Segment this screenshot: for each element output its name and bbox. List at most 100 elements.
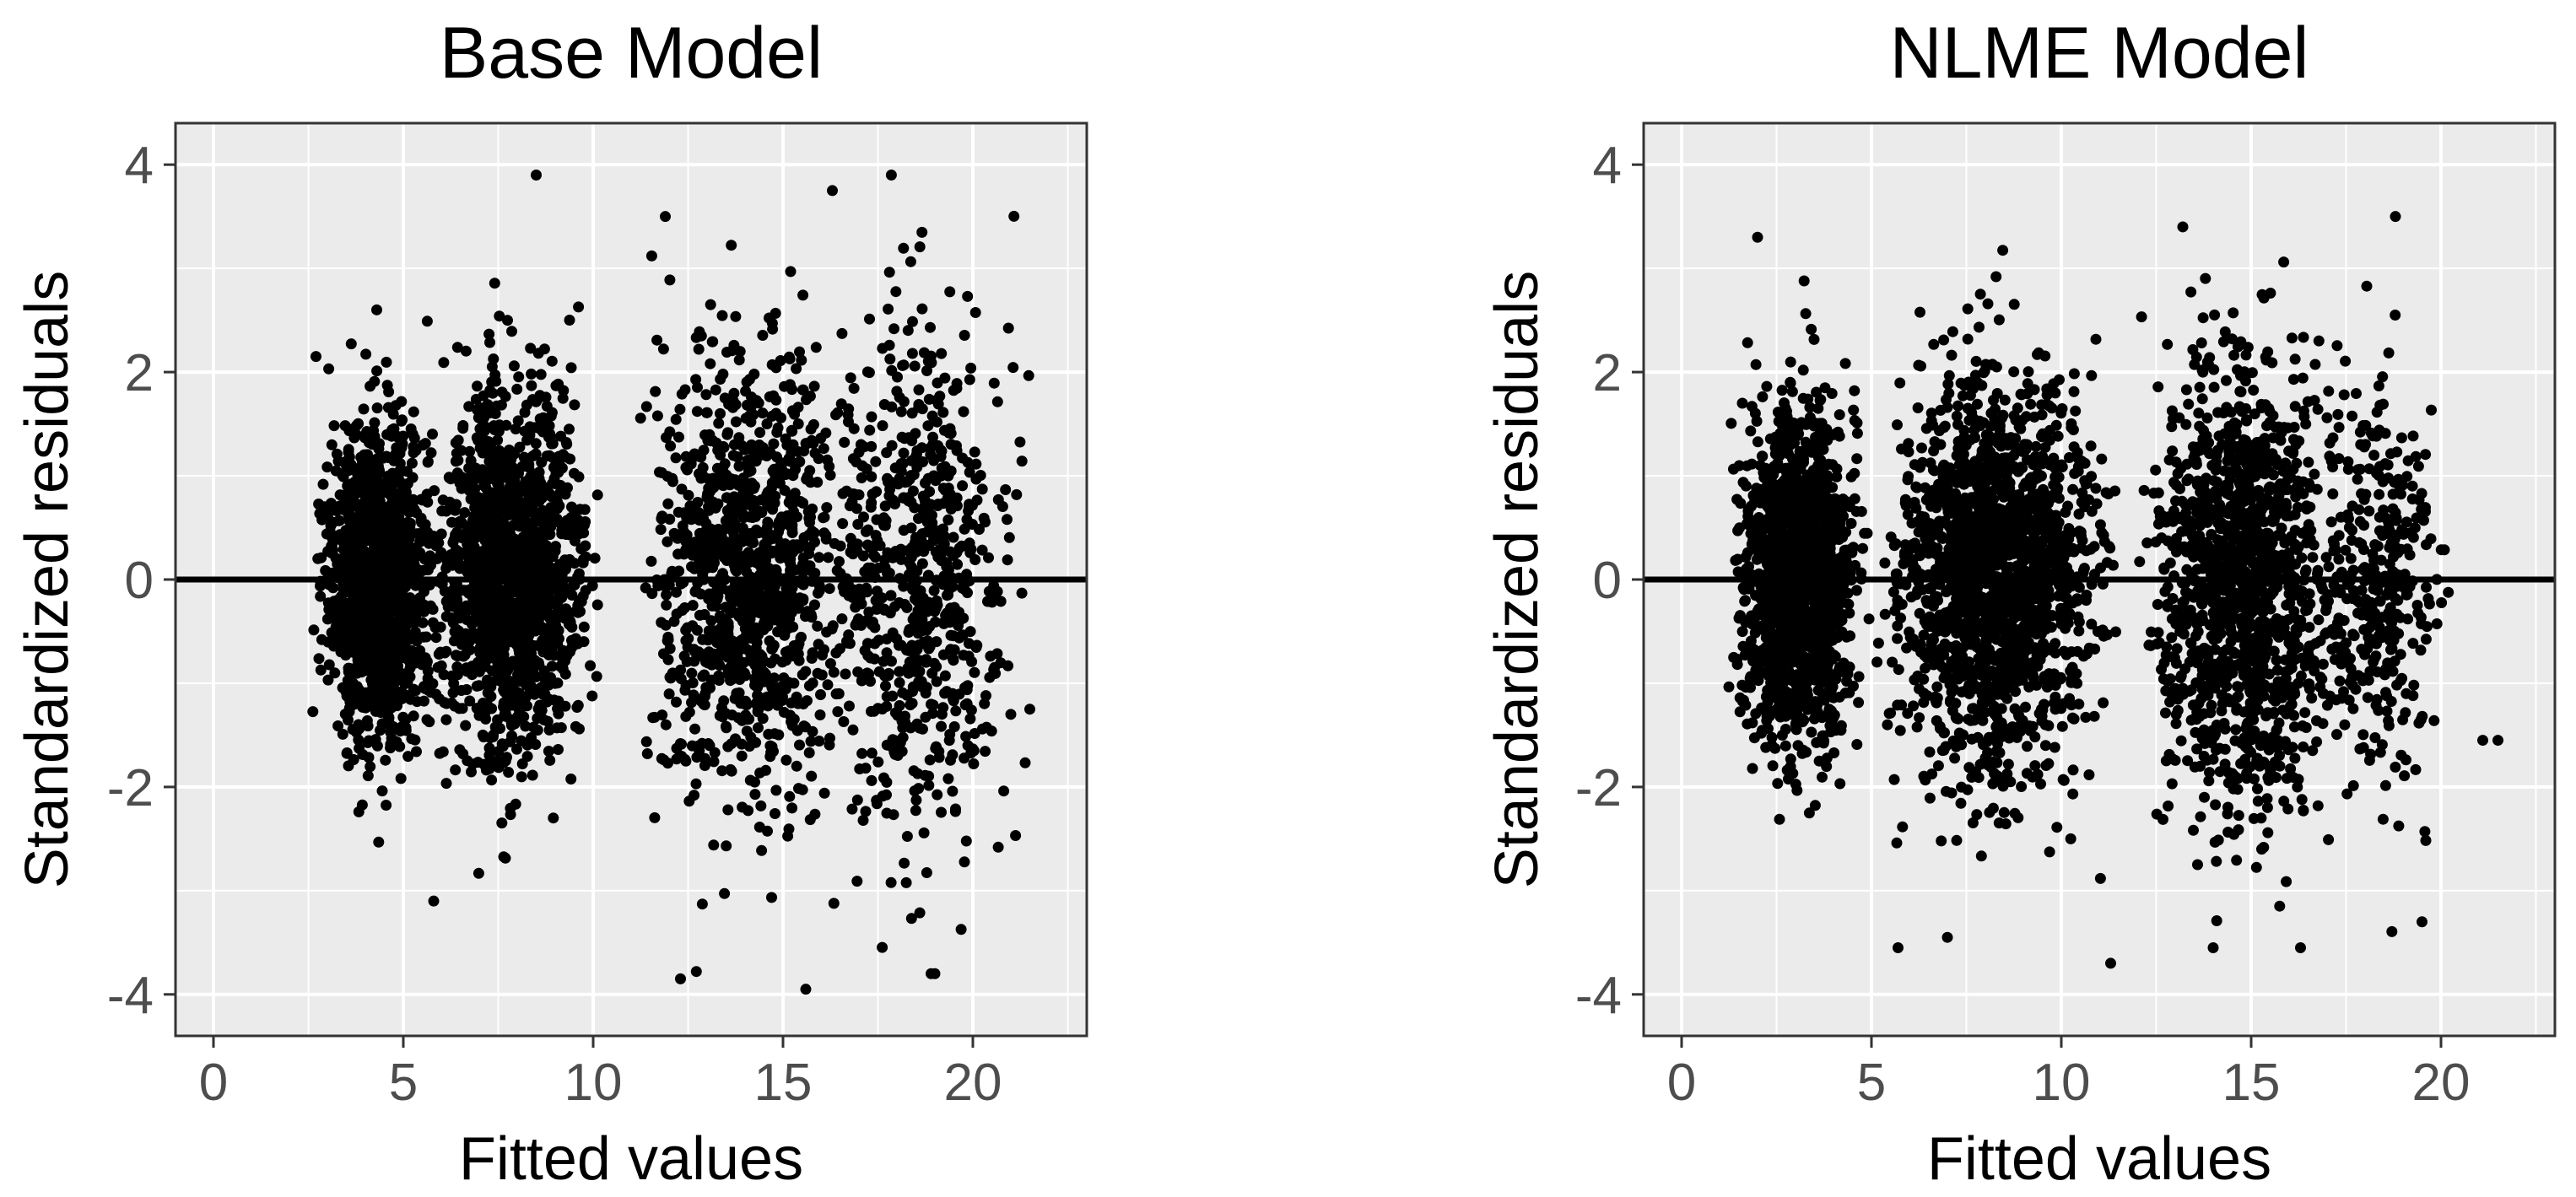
- data-point: [797, 784, 808, 795]
- data-point: [516, 735, 527, 747]
- data-point: [942, 514, 954, 526]
- data-point: [359, 499, 370, 510]
- data-point: [381, 800, 392, 811]
- data-point: [905, 496, 917, 508]
- data-point: [525, 488, 537, 500]
- data-point: [484, 337, 495, 348]
- data-point: [952, 611, 964, 623]
- data-point: [916, 403, 928, 415]
- data-point: [889, 601, 900, 612]
- data-point: [509, 448, 520, 460]
- data-point: [569, 399, 581, 411]
- data-point: [326, 501, 337, 513]
- data-point: [557, 392, 569, 404]
- data-point: [690, 374, 702, 386]
- data-point: [992, 841, 1004, 853]
- data-point: [447, 687, 459, 698]
- data-point: [907, 584, 919, 596]
- data-point: [694, 468, 705, 480]
- data-point: [408, 441, 419, 453]
- data-point: [551, 632, 563, 644]
- data-point: [434, 693, 446, 704]
- data-point: [483, 328, 495, 340]
- data-point: [467, 669, 478, 681]
- data-point: [800, 611, 811, 623]
- data-point: [731, 687, 743, 699]
- data-point: [484, 599, 496, 610]
- data-point: [960, 835, 972, 847]
- data-point: [916, 226, 928, 238]
- data-point: [852, 519, 864, 530]
- data-point: [359, 535, 371, 547]
- data-point: [561, 650, 573, 661]
- data-point: [780, 655, 792, 666]
- data-point: [914, 666, 926, 677]
- data-point: [462, 563, 473, 575]
- data-point: [950, 705, 962, 717]
- data-point: [909, 360, 921, 372]
- data-point: [818, 787, 830, 799]
- data-point: [382, 606, 394, 617]
- data-point: [788, 640, 800, 651]
- data-point: [733, 644, 745, 656]
- data-point: [951, 382, 963, 394]
- data-point: [362, 770, 374, 782]
- data-point: [935, 444, 947, 456]
- data-point: [764, 599, 775, 610]
- data-point: [361, 714, 373, 726]
- data-point: [850, 601, 861, 613]
- data-point: [800, 984, 812, 995]
- data-point: [362, 449, 373, 461]
- data-point: [440, 505, 452, 517]
- data-point: [1797, 364, 1809, 376]
- data-point: [713, 675, 725, 686]
- data-point: [425, 447, 437, 459]
- data-point: [392, 633, 404, 644]
- data-point: [477, 510, 489, 522]
- data-point: [503, 590, 515, 601]
- data-point: [664, 274, 676, 286]
- data-point: [553, 744, 564, 755]
- data-point: [405, 504, 417, 516]
- data-point: [566, 642, 578, 654]
- data-point: [379, 504, 391, 515]
- data-point: [910, 805, 921, 817]
- data-point: [944, 423, 956, 434]
- data-point: [371, 402, 383, 414]
- data-point: [696, 898, 708, 910]
- data-point: [386, 430, 397, 442]
- data-point: [345, 459, 357, 471]
- data-point: [784, 379, 796, 391]
- data-point: [974, 524, 985, 535]
- data-point: [991, 585, 1003, 597]
- data-point: [546, 355, 558, 367]
- data-point: [470, 393, 482, 405]
- data-point: [470, 661, 481, 672]
- data-point: [913, 384, 925, 396]
- data-point: [881, 789, 892, 801]
- data-point: [545, 619, 557, 631]
- data-point: [770, 808, 780, 819]
- data-point: [453, 609, 465, 621]
- data-point: [400, 722, 412, 734]
- data-point: [580, 540, 591, 552]
- data-point: [854, 763, 866, 774]
- data-point: [964, 466, 975, 478]
- data-point: [907, 485, 919, 497]
- data-point: [688, 451, 699, 463]
- data-point: [967, 743, 979, 755]
- data-point: [965, 362, 977, 374]
- data-point: [559, 700, 571, 712]
- data-point: [421, 315, 433, 327]
- data-point: [942, 589, 954, 601]
- data-point: [402, 466, 413, 477]
- data-point: [952, 558, 964, 570]
- data-point: [939, 372, 951, 384]
- data-point: [670, 413, 682, 425]
- data-point: [478, 559, 489, 571]
- data-point: [501, 601, 513, 613]
- data-point: [775, 464, 786, 475]
- data-point: [894, 546, 905, 557]
- data-point: [914, 241, 926, 253]
- data-point: [421, 655, 433, 667]
